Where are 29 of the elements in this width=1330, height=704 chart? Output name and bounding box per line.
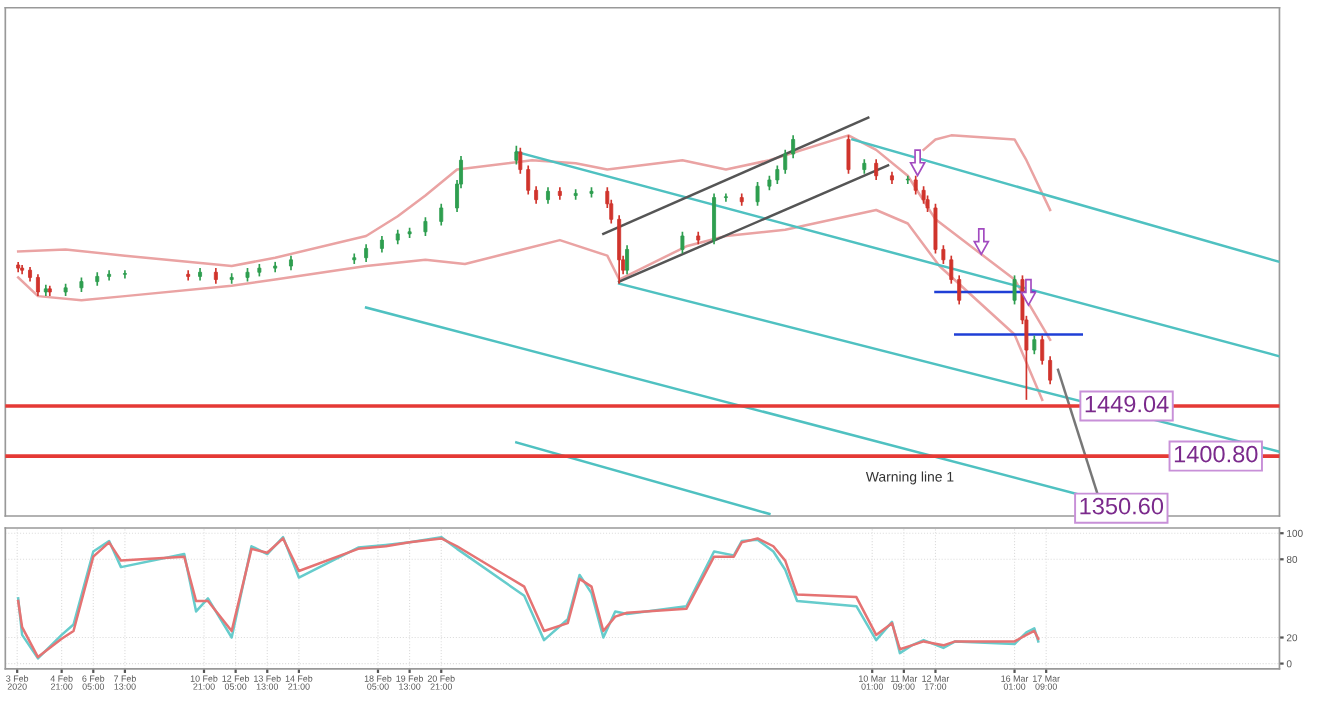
candlestick — [933, 202, 938, 255]
candlestick — [949, 254, 954, 285]
ref-line-label: 1449.04 — [1085, 395, 1169, 413]
candlestick — [107, 269, 112, 282]
candlestick — [423, 216, 428, 237]
candlestick — [1012, 274, 1017, 306]
candlestick — [723, 192, 728, 203]
candlestick — [439, 202, 444, 227]
candlestick — [1040, 334, 1045, 366]
candlestick — [1048, 355, 1053, 386]
candlestick — [874, 158, 879, 181]
candlestick — [680, 230, 685, 255]
candlestick — [514, 144, 519, 166]
candlestick — [712, 192, 717, 246]
candlestick — [913, 174, 918, 196]
candlestick — [783, 149, 788, 175]
candlestick — [573, 188, 578, 201]
ref-line-label: 1400.80 — [1174, 445, 1258, 463]
candlestick — [186, 269, 191, 282]
candlestick — [957, 274, 962, 306]
candlestick — [617, 214, 622, 285]
candlestick — [755, 181, 760, 207]
candlestick — [846, 134, 851, 175]
candlestick — [1032, 334, 1037, 356]
annotation: 1350.60 — [1080, 497, 1164, 515]
candlestick — [791, 134, 796, 159]
candlestick — [625, 244, 630, 276]
candlestick — [229, 272, 234, 285]
candlestick — [35, 273, 40, 297]
